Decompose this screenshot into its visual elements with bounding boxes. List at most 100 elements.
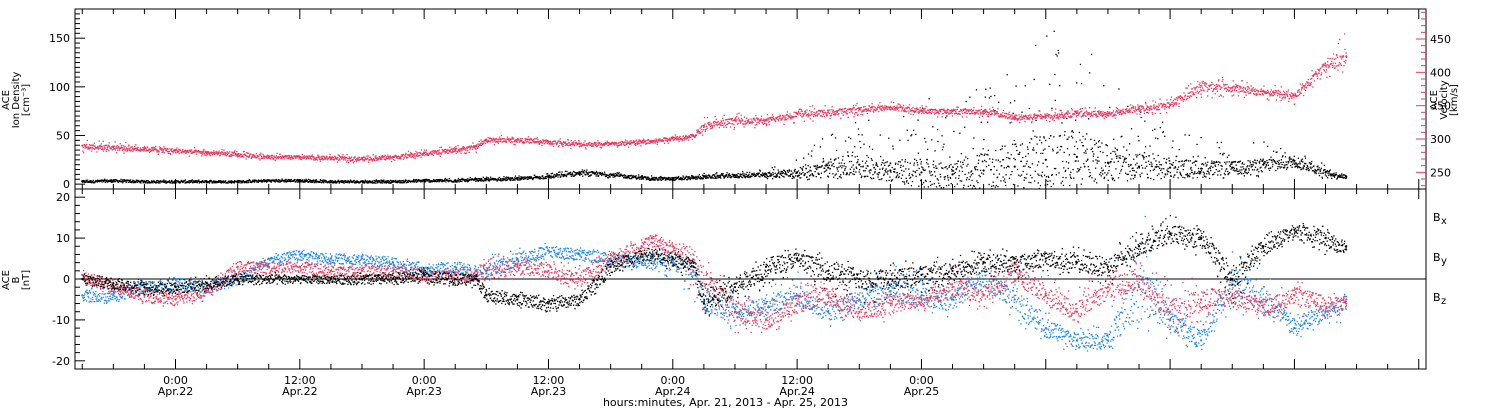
series-ion-density-dot	[888, 138, 889, 139]
series-ion-density-dot	[807, 179, 808, 180]
series-ion-density-dot	[912, 175, 913, 176]
series-velocity-dot	[462, 148, 463, 149]
series-ion-density-dot	[1013, 184, 1014, 185]
series-ion-density-dot	[762, 172, 763, 173]
series-ion-density-dot	[1098, 147, 1099, 148]
series-velocity-dot	[387, 154, 388, 155]
series-velocity-dot	[229, 151, 230, 152]
series-ion-density-dot	[1070, 172, 1071, 173]
series-velocity-dot	[167, 148, 168, 149]
series-ion-density-dot	[1118, 88, 1119, 89]
series-ion-density-dot	[839, 176, 840, 177]
series-ion-density-dot	[860, 166, 861, 167]
series-ion-density-dot	[937, 129, 938, 130]
series-velocity-dot	[446, 152, 447, 153]
series-ion-density-dot	[1316, 173, 1317, 174]
series-velocity-dot	[186, 152, 187, 153]
series-ion-density-dot	[323, 179, 324, 180]
series-ion-density-dot	[572, 172, 573, 173]
series-ion-density-dot	[1181, 175, 1182, 176]
series-ion-density-dot	[822, 165, 823, 166]
series-ion-density-dot	[976, 180, 977, 181]
series-ion-density-dot	[670, 178, 671, 179]
series-ion-density-dot	[901, 170, 902, 171]
series-ion-density-dot	[1321, 162, 1322, 163]
series-velocity-dot	[178, 151, 179, 152]
series-ion-density-dot	[861, 177, 862, 178]
series-ion-density-dot	[954, 173, 955, 174]
series-ion-density-dot	[1022, 157, 1023, 158]
series-velocity-dot	[472, 142, 473, 143]
series-ion-density-dot	[845, 166, 846, 167]
series-ion-density-dot	[788, 175, 789, 176]
series-ion-density-dot	[386, 180, 387, 181]
series-ion-density-dot	[1146, 166, 1147, 167]
series-velocity-dot	[349, 158, 350, 159]
series-velocity-dot	[350, 158, 351, 159]
series-ion-density-dot	[1179, 172, 1180, 173]
series-ion-density-dot	[1327, 177, 1328, 178]
series-ion-density-dot	[1036, 137, 1037, 138]
series-velocity-dot	[93, 145, 94, 146]
series-velocity-dot	[237, 155, 238, 156]
series-velocity-dot	[480, 143, 481, 144]
series-velocity-dot	[136, 147, 137, 148]
series-ion-density-dot	[940, 174, 941, 175]
series-ion-density-dot	[1054, 31, 1055, 32]
series-ion-density-dot	[266, 181, 267, 182]
series-ion-density-dot	[1109, 107, 1110, 108]
series-velocity-dot	[104, 148, 105, 149]
series-velocity-dot	[275, 160, 276, 161]
series-ion-density-dot	[992, 182, 993, 183]
series-ion-density-dot	[1173, 176, 1174, 177]
series-velocity-dot	[505, 139, 506, 140]
series-ion-density-dot	[946, 115, 947, 116]
series-ion-density-dot	[833, 163, 834, 164]
series-velocity-dot	[460, 149, 461, 150]
series-ion-density-dot	[671, 177, 672, 178]
series-velocity-dot	[476, 145, 477, 146]
series-ion-density-dot	[991, 169, 992, 170]
series-ion-density-dot	[1103, 85, 1104, 86]
series-ion-density-dot	[1110, 153, 1111, 154]
series-ion-density-dot	[871, 160, 872, 161]
series-ion-density-dot	[297, 179, 298, 180]
series-ion-density-dot	[884, 170, 885, 171]
series-ion-density-dot	[961, 167, 962, 168]
series-ion-density-dot	[1043, 136, 1044, 137]
series-ion-density-dot	[1326, 175, 1327, 176]
series-ion-density-dot	[1056, 174, 1057, 175]
series-velocity-dot	[472, 149, 473, 150]
series-ion-density-dot	[1112, 151, 1113, 152]
series-ion-density-dot	[894, 171, 895, 172]
series-ion-density-dot	[709, 175, 710, 176]
series-ion-density-dot	[890, 172, 891, 173]
series-ion-density-dot	[790, 176, 791, 177]
series-velocity-dot	[307, 155, 308, 156]
series-ion-density-dot	[319, 182, 320, 183]
series-ion-density-dot	[836, 167, 837, 168]
series-ion-density-dot	[1095, 178, 1096, 179]
series-velocity-dot	[398, 156, 399, 157]
series-ion-density-dot	[547, 173, 548, 174]
series-ion-density-dot	[436, 179, 437, 180]
series-ion-density-dot	[766, 175, 767, 176]
series-ion-density-dot	[915, 172, 916, 173]
series-ion-density-dot	[1282, 155, 1283, 156]
series-ion-density-dot	[645, 177, 646, 178]
series-ion-density-dot	[1103, 170, 1104, 171]
series-ion-density-dot	[957, 183, 958, 184]
series-ion-density-dot	[638, 174, 639, 175]
series-velocity-dot	[306, 155, 307, 156]
series-ion-density-dot	[1148, 177, 1149, 178]
series-ion-density-dot	[1165, 174, 1166, 175]
series-ion-density-dot	[941, 187, 942, 188]
series-ion-density-dot	[1279, 163, 1280, 164]
series-ion-density-dot	[995, 186, 996, 187]
series-velocity-dot	[82, 151, 83, 152]
series-ion-density-dot	[877, 176, 878, 177]
series-ion-density-dot	[1276, 151, 1277, 152]
series-ion-density-dot	[928, 186, 929, 187]
series-velocity-dot	[478, 146, 479, 147]
series-ion-density-dot	[1223, 153, 1224, 154]
